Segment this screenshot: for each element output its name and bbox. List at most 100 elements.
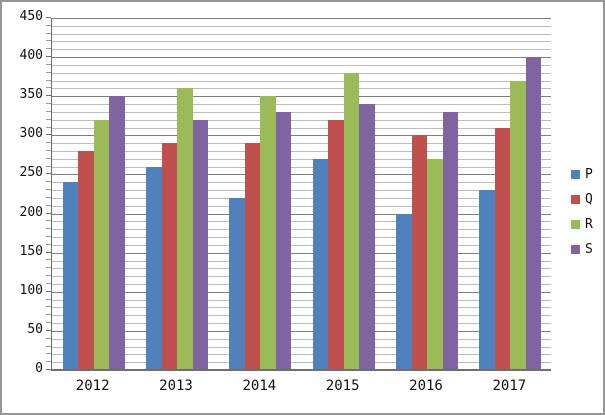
gridline-420: [52, 41, 551, 43]
y-tick-370: [46, 79, 51, 81]
y-tick-290: [46, 142, 51, 144]
y-tick-110: [46, 282, 51, 284]
y-axis-label-200: 200: [19, 204, 43, 220]
x-axis-label-2016: 2016: [409, 378, 443, 394]
y-axis-label-0: 0: [35, 361, 43, 376]
bar-Q-2017: [494, 127, 511, 370]
gridline-180: [52, 229, 551, 231]
bar-R-2012: [93, 119, 110, 370]
bar-Q-2016: [411, 135, 427, 370]
gridline-160: [52, 244, 551, 246]
bar-P-2013: [146, 166, 162, 370]
gridline-410: [52, 49, 551, 51]
legend-swatch-S: [571, 245, 580, 254]
gridline-100: [52, 291, 551, 293]
bar-R-2016: [427, 158, 443, 370]
bar-R-2014: [260, 96, 276, 370]
gridline-390: [52, 64, 551, 66]
gridline-430: [52, 33, 551, 35]
gridline-400: [52, 57, 551, 59]
bar-P-2016: [396, 213, 412, 370]
y-tick-400: [46, 56, 51, 58]
gridline-380: [52, 72, 551, 74]
y-tick-330: [46, 110, 51, 112]
y-tick-150: [46, 251, 51, 253]
gridline-140: [52, 260, 551, 262]
x-axis-label-2014: 2014: [242, 378, 277, 394]
gridline-10: [52, 362, 551, 364]
y-tick-80: [46, 306, 51, 308]
gridline-20: [52, 354, 551, 356]
y-tick-50: [46, 329, 51, 331]
gridline-440: [52, 25, 551, 27]
y-tick-220: [46, 196, 51, 198]
gridline-40: [52, 338, 551, 340]
gridline-50: [52, 330, 551, 332]
bar-Q-2012: [78, 150, 94, 370]
y-axis-label-150: 150: [19, 243, 43, 259]
gridline-80: [52, 307, 551, 309]
gridline-220: [52, 197, 551, 199]
y-tick-180: [46, 228, 51, 230]
gridline-350: [52, 96, 551, 98]
y-tick-60: [46, 322, 51, 324]
x-axis-line: [51, 369, 551, 371]
y-tick-100: [46, 290, 51, 292]
y-axis-label-350: 350: [19, 87, 43, 103]
legend-entry-R: R: [571, 212, 593, 237]
y-tick-410: [46, 48, 51, 50]
bar-R-2013: [177, 88, 193, 370]
legend-label-Q: Q: [585, 192, 593, 207]
y-tick-310: [46, 126, 51, 128]
y-tick-30: [46, 345, 51, 347]
y-tick-210: [46, 204, 51, 206]
y-tick-380: [46, 71, 51, 73]
gridline-60: [52, 323, 551, 325]
bar-P-2015: [312, 158, 329, 370]
y-axis-label-450: 450: [19, 9, 43, 24]
gridline-30: [52, 346, 551, 348]
y-tick-190: [46, 220, 51, 222]
gridline-450: [52, 18, 551, 19]
gridline-370: [52, 80, 551, 82]
legend-entry-S: S: [571, 237, 593, 262]
bar-S-2016: [442, 111, 458, 370]
y-tick-300: [46, 134, 51, 136]
gridline-170: [52, 237, 551, 239]
gridline-130: [52, 268, 551, 270]
gridline-340: [52, 104, 551, 106]
y-axis-label-50: 50: [27, 321, 43, 337]
bar-S-2014: [275, 111, 292, 370]
bar-S-2013: [192, 119, 208, 370]
y-tick-350: [46, 95, 51, 97]
y-tick-200: [46, 212, 51, 214]
x-axis-label-2017: 2017: [492, 378, 527, 394]
y-tick-280: [46, 149, 51, 151]
gridline-360: [52, 88, 551, 90]
x-axis-label-2012: 2012: [75, 378, 110, 394]
y-tick-440: [46, 24, 51, 26]
gridline-120: [52, 276, 551, 278]
gridline-300: [52, 135, 551, 137]
legend-entry-P: P: [571, 162, 593, 187]
gridline-290: [52, 143, 551, 145]
gridline-230: [52, 190, 551, 192]
y-tick-340: [46, 103, 51, 105]
y-tick-90: [46, 298, 51, 300]
x-axis-label-2013: 2013: [159, 378, 193, 394]
legend-swatch-P: [571, 170, 580, 179]
y-axis-label-400: 400: [19, 48, 43, 64]
y-tick-270: [46, 157, 51, 159]
gridline-330: [52, 111, 551, 113]
bar-S-2017: [525, 57, 542, 370]
gridline-70: [52, 315, 551, 317]
gridline-250: [52, 174, 551, 176]
bar-P-2012: [62, 182, 79, 370]
y-tick-430: [46, 32, 51, 34]
bar-R-2017: [510, 80, 526, 370]
y-tick-140: [46, 259, 51, 261]
legend-label-S: S: [585, 242, 593, 257]
gridline-310: [52, 127, 551, 129]
